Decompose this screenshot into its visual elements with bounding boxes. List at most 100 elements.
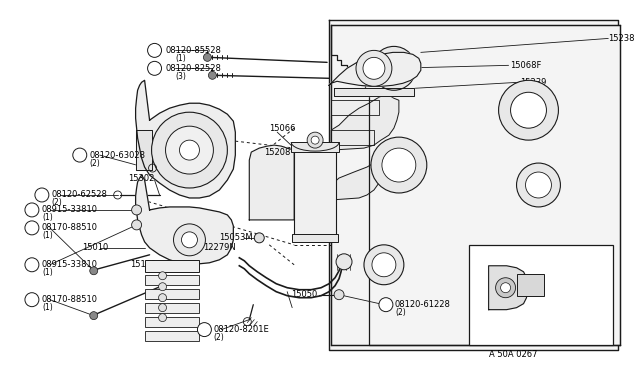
Circle shape bbox=[132, 205, 141, 215]
Polygon shape bbox=[331, 95, 399, 150]
Circle shape bbox=[159, 272, 166, 280]
Text: B: B bbox=[202, 327, 207, 332]
Polygon shape bbox=[331, 163, 381, 200]
Circle shape bbox=[372, 253, 396, 277]
Text: 08120-62528: 08120-62528 bbox=[52, 190, 108, 199]
Circle shape bbox=[152, 112, 227, 188]
Circle shape bbox=[509, 261, 527, 279]
Circle shape bbox=[254, 233, 264, 243]
Polygon shape bbox=[334, 88, 414, 96]
Text: 15053M: 15053M bbox=[220, 233, 253, 242]
Text: 15238J: 15238J bbox=[529, 303, 557, 312]
Circle shape bbox=[502, 254, 534, 286]
Circle shape bbox=[204, 53, 211, 61]
Circle shape bbox=[311, 136, 319, 144]
Text: (1): (1) bbox=[42, 303, 52, 312]
Text: 15302: 15302 bbox=[127, 173, 154, 183]
Text: B: B bbox=[152, 66, 157, 71]
Polygon shape bbox=[329, 52, 421, 86]
Circle shape bbox=[371, 137, 427, 193]
Circle shape bbox=[209, 71, 216, 79]
Circle shape bbox=[90, 312, 98, 320]
Text: B: B bbox=[40, 192, 44, 198]
Circle shape bbox=[159, 314, 166, 322]
Polygon shape bbox=[136, 130, 152, 170]
Bar bbox=[145, 260, 200, 272]
Circle shape bbox=[148, 44, 161, 57]
Text: 08120-8201E: 08120-8201E bbox=[213, 325, 269, 334]
Circle shape bbox=[25, 258, 39, 272]
Text: 15239: 15239 bbox=[520, 78, 547, 87]
Text: 08120-63028: 08120-63028 bbox=[90, 151, 146, 160]
Text: V: V bbox=[29, 208, 35, 212]
Text: 12279N: 12279N bbox=[204, 243, 236, 252]
Bar bbox=[145, 303, 200, 312]
Bar bbox=[294, 148, 336, 238]
Circle shape bbox=[179, 140, 200, 160]
Text: (2): (2) bbox=[52, 198, 63, 208]
Circle shape bbox=[379, 298, 393, 312]
Circle shape bbox=[307, 132, 323, 148]
Text: B: B bbox=[152, 48, 157, 53]
Text: (2): (2) bbox=[90, 158, 100, 167]
Polygon shape bbox=[136, 80, 236, 198]
Circle shape bbox=[25, 203, 39, 217]
Bar bbox=[145, 317, 200, 327]
Polygon shape bbox=[488, 266, 527, 310]
Text: B: B bbox=[77, 153, 82, 158]
Text: 15208: 15208 bbox=[264, 148, 291, 157]
Text: 15068F: 15068F bbox=[511, 61, 542, 70]
Circle shape bbox=[334, 290, 344, 300]
Circle shape bbox=[90, 267, 98, 275]
Text: 08120-82528: 08120-82528 bbox=[166, 64, 221, 73]
Circle shape bbox=[159, 304, 166, 312]
Circle shape bbox=[148, 61, 161, 75]
Circle shape bbox=[516, 163, 561, 207]
Circle shape bbox=[495, 278, 516, 298]
Text: 08915-33810: 08915-33810 bbox=[42, 205, 98, 214]
Circle shape bbox=[25, 293, 39, 307]
Circle shape bbox=[372, 46, 416, 90]
Circle shape bbox=[132, 220, 141, 230]
Circle shape bbox=[500, 283, 511, 293]
Circle shape bbox=[380, 54, 408, 82]
Polygon shape bbox=[136, 175, 234, 264]
Text: 08170-88510: 08170-88510 bbox=[42, 223, 98, 232]
Text: (1): (1) bbox=[42, 268, 52, 277]
Bar bbox=[145, 289, 200, 299]
Text: (2): (2) bbox=[213, 333, 224, 342]
Text: 08120-85528: 08120-85528 bbox=[166, 46, 221, 55]
Circle shape bbox=[499, 80, 559, 140]
Bar bbox=[145, 331, 200, 340]
Bar bbox=[292, 234, 338, 242]
Text: V: V bbox=[29, 262, 35, 267]
Circle shape bbox=[182, 232, 198, 248]
Bar bbox=[291, 142, 339, 152]
Text: 15050: 15050 bbox=[291, 290, 317, 299]
Bar bbox=[145, 275, 200, 285]
Bar bbox=[516, 274, 545, 296]
Polygon shape bbox=[331, 100, 379, 115]
Circle shape bbox=[356, 50, 392, 86]
Circle shape bbox=[166, 126, 213, 174]
Circle shape bbox=[363, 57, 385, 79]
Text: B: B bbox=[29, 225, 35, 230]
Bar bbox=[331, 25, 620, 344]
Circle shape bbox=[159, 294, 166, 302]
Circle shape bbox=[35, 188, 49, 202]
Text: (3): (3) bbox=[175, 72, 186, 81]
Circle shape bbox=[382, 148, 416, 182]
Text: 15132: 15132 bbox=[130, 260, 156, 269]
Circle shape bbox=[173, 224, 205, 256]
Circle shape bbox=[364, 245, 404, 285]
Circle shape bbox=[511, 92, 547, 128]
Text: (1): (1) bbox=[42, 231, 52, 240]
Text: B: B bbox=[383, 302, 388, 307]
Text: 08120-61228: 08120-61228 bbox=[395, 300, 451, 309]
Text: (1): (1) bbox=[42, 214, 52, 222]
Text: (2): (2) bbox=[395, 308, 406, 317]
Text: 15010: 15010 bbox=[82, 243, 108, 252]
Circle shape bbox=[198, 323, 211, 337]
Text: 15238: 15238 bbox=[608, 34, 635, 43]
Text: A 50A 0267: A 50A 0267 bbox=[488, 350, 537, 359]
